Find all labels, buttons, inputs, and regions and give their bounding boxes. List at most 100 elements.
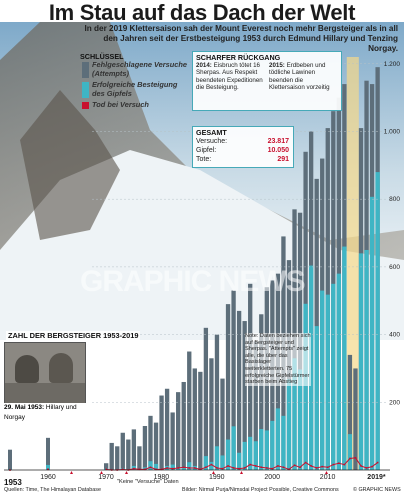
deaths-series-line <box>106 457 378 471</box>
x-tick-label: 1960 <box>40 474 56 481</box>
year-1999-success-bar <box>264 430 269 470</box>
year-1995-attempts-bar <box>242 321 247 470</box>
year-1991-attempts-bar <box>220 378 225 470</box>
mountain-ridge <box>20 90 120 240</box>
year-2007-success-bar <box>308 265 314 470</box>
sources: Quellen: Time, The Himalayan Database <box>4 487 101 493</box>
x-tick-label: 1980 <box>154 474 170 481</box>
totals-summit-value: 10.050 <box>267 147 289 154</box>
y-tick-label: 800 <box>389 196 400 203</box>
copyright: © GRAPHIC NEWS <box>353 487 401 493</box>
year-1978-attempts-bar <box>148 415 153 470</box>
y-tick-label: 400 <box>389 332 400 339</box>
photo-ground <box>5 383 85 403</box>
year-1996-success-bar <box>248 436 253 470</box>
death-point-2005 <box>299 466 301 469</box>
death-point-2007 <box>310 465 312 467</box>
year-1991-success-bar <box>220 455 225 470</box>
death-point-1977 <box>144 468 146 471</box>
photo-figure-right <box>49 353 73 383</box>
death-point-2015 <box>354 457 357 459</box>
year-2018-success-bar <box>369 196 375 470</box>
year-2014-success-bar <box>347 434 353 470</box>
totals-attempts-label: Versuche: <box>196 138 228 145</box>
year-1953-label: 1953 <box>4 478 22 487</box>
year-2017-success-bar <box>364 249 369 470</box>
axes-group: 200 400 600 800 1.000 1.200 1960 1970 1980 1990 20… <box>4 61 400 481</box>
year-1986-attempts-bar <box>192 368 197 470</box>
year-1987-attempts-bar <box>198 371 203 470</box>
death-point-1981 <box>166 467 168 469</box>
death-point-1960 <box>47 468 49 471</box>
death-point-2014 <box>349 457 351 460</box>
year-1992-success-bar <box>225 439 231 470</box>
year-1995-success-bar <box>242 441 247 470</box>
death-point-1998 <box>260 466 263 469</box>
year-1971-attempts-bar <box>109 442 114 470</box>
chart-title: ZAHL DER BERGSTEIGER 1953-2019 <box>6 331 141 340</box>
totals-attempts-value: 23.817 <box>267 138 289 145</box>
year-1977-attempts-bar <box>142 425 148 470</box>
chart-note: Note: Daten beziehen sich auf Bergsteige… <box>245 333 311 386</box>
no-data-marker <box>240 471 243 474</box>
year-2000-success-bar <box>270 420 275 470</box>
year-1985-attempts-bar <box>187 351 192 470</box>
credits: Bilder: Nirmal Purja/Nimsdai Project Pos… <box>182 487 339 493</box>
decline-2014-year: 2014: <box>196 62 212 69</box>
legend-swatch-attempts <box>82 62 89 78</box>
decline-2015-text: Erdbeben und tödliche Lawinen beenden di… <box>269 62 330 92</box>
year-2001-success-bar <box>275 408 281 470</box>
year-2014-attempts-bar <box>347 354 353 470</box>
year-2008-success-bar <box>314 326 319 470</box>
death-point-1995 <box>243 467 246 469</box>
death-point-2004 <box>293 464 296 467</box>
totals-deaths-label: Tote: <box>196 156 212 163</box>
year-2006-success-bar <box>303 303 308 470</box>
death-point-1992 <box>227 465 229 467</box>
totals-title: GESAMT <box>196 128 227 137</box>
death-point-1996 <box>249 463 252 466</box>
historic-photo <box>4 342 86 404</box>
year-1979-attempts-bar <box>153 422 159 470</box>
year-1988-success-bar <box>203 456 209 470</box>
legend-success: Erfolgreiche Besteigung des Gipfels <box>92 80 178 98</box>
legend-title: SCHLÜSSEL <box>80 52 124 61</box>
totals-box: GESAMT Versuche: 23.817 Gipfel: 10.050 T… <box>192 126 294 168</box>
y-tick-label: 200 <box>389 399 400 406</box>
year-2013-success-bar <box>342 246 347 470</box>
year-1975-attempts-bar <box>131 429 137 470</box>
death-point-1980 <box>160 468 163 471</box>
legend-swatch-deaths <box>82 102 89 109</box>
year-1974-attempts-bar <box>126 439 131 470</box>
year-2002-success-bar <box>281 415 286 470</box>
year-1984-success-bar <box>181 466 186 470</box>
year-1989-attempts-bar <box>209 358 214 470</box>
year-1994-success-bar <box>236 452 242 470</box>
year-2010-success-bar <box>325 294 330 470</box>
x-tick-label: 2019* <box>367 474 386 481</box>
year-1973-attempts-bar <box>120 432 125 470</box>
year-1990-success-bar <box>214 446 220 470</box>
year-1985-success-bar <box>187 462 192 470</box>
death-point-2000 <box>271 467 274 470</box>
death-point-1993 <box>232 467 235 469</box>
year-1953-attempts-bar <box>8 449 12 470</box>
death-point-1985 <box>188 467 191 469</box>
death-point-1984 <box>182 466 185 469</box>
year-1998-success-bar <box>259 429 264 470</box>
death-point-1973 <box>121 468 124 471</box>
year-1982-attempts-bar <box>170 412 175 470</box>
year-2016-success-bar <box>358 253 364 470</box>
year-1984-attempts-bar <box>181 381 186 470</box>
decline-2015: 2015: Erdbeben und tödliche Lawinen been… <box>269 62 339 92</box>
death-point-2019 <box>376 461 379 464</box>
year-1979-success-bar <box>153 463 159 470</box>
death-point-2008 <box>315 467 318 469</box>
legend-swatch-success <box>82 82 89 98</box>
no-attempts-note: "Keine "Versuche" Daten <box>117 479 179 485</box>
death-point-1991 <box>221 467 224 470</box>
x-tick-label: 1990 <box>209 474 225 481</box>
totals-deaths-value: 291 <box>277 156 289 163</box>
y-tick-label: 1.200 <box>384 61 401 68</box>
